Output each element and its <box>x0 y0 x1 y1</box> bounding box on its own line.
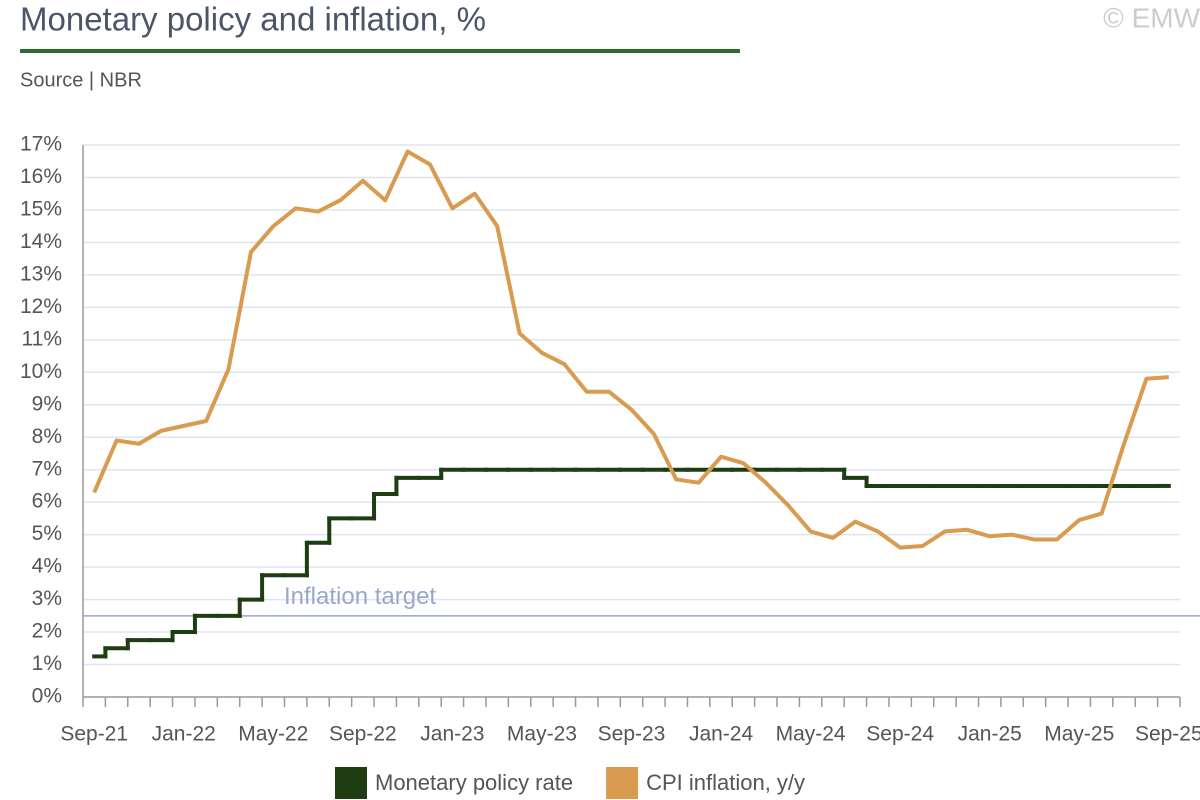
x-tick-label: Sep-22 <box>329 723 397 746</box>
y-tick-label: 8% <box>32 425 62 448</box>
y-tick-label: 4% <box>32 555 62 578</box>
y-tick-label: 0% <box>32 685 62 708</box>
y-tick-label: 5% <box>32 522 62 545</box>
x-tick-label: Jan-24 <box>689 723 754 746</box>
x-tick-label: Sep-24 <box>866 723 934 746</box>
line <box>92 149 1169 550</box>
y-tick-label: 2% <box>32 620 62 643</box>
y-tick-label: 14% <box>20 230 62 253</box>
y-tick-label: 13% <box>20 262 62 285</box>
y-tick-label: 10% <box>20 360 62 383</box>
x-tick-label: May-23 <box>507 723 577 746</box>
y-tick-label: 15% <box>20 197 62 220</box>
x-tick-label: May-22 <box>238 723 308 746</box>
legend-swatch <box>335 767 367 799</box>
title-underline <box>20 49 740 53</box>
y-tick-label: 6% <box>32 490 62 513</box>
x-tick-label: May-25 <box>1044 723 1114 746</box>
y-tick-label: 7% <box>32 457 62 480</box>
y-tick-label: 1% <box>32 652 62 675</box>
watermark: © EMW <box>1103 2 1200 33</box>
y-tick-label: 17% <box>20 133 62 156</box>
x-tick-label: Jan-22 <box>152 723 216 746</box>
legend-swatch <box>606 767 639 799</box>
y-tick-label: 11% <box>22 327 62 350</box>
chart-subtitle: Source | NBR <box>20 69 142 91</box>
x-tick-label: May-24 <box>776 723 846 746</box>
x-tick-label: Jan-25 <box>958 723 1022 746</box>
x-tick-label: Sep-25 <box>1135 723 1200 746</box>
y-tick-label: 12% <box>20 295 62 318</box>
x-tick-label: Jan-23 <box>420 723 484 746</box>
x-tick-label: Sep-23 <box>598 723 666 746</box>
legend-label: Monetary policy rate <box>375 770 573 795</box>
y-tick-label: 9% <box>32 392 62 415</box>
target-label: Inflation target <box>284 583 436 610</box>
x-tick-label: Sep-21 <box>60 723 128 746</box>
y-tick-label: 3% <box>32 587 62 610</box>
chart-title: Monetary policy and inflation, % <box>20 1 486 38</box>
y-tick-label: 16% <box>20 165 62 188</box>
legend-label: CPI inflation, y/y <box>646 770 805 795</box>
